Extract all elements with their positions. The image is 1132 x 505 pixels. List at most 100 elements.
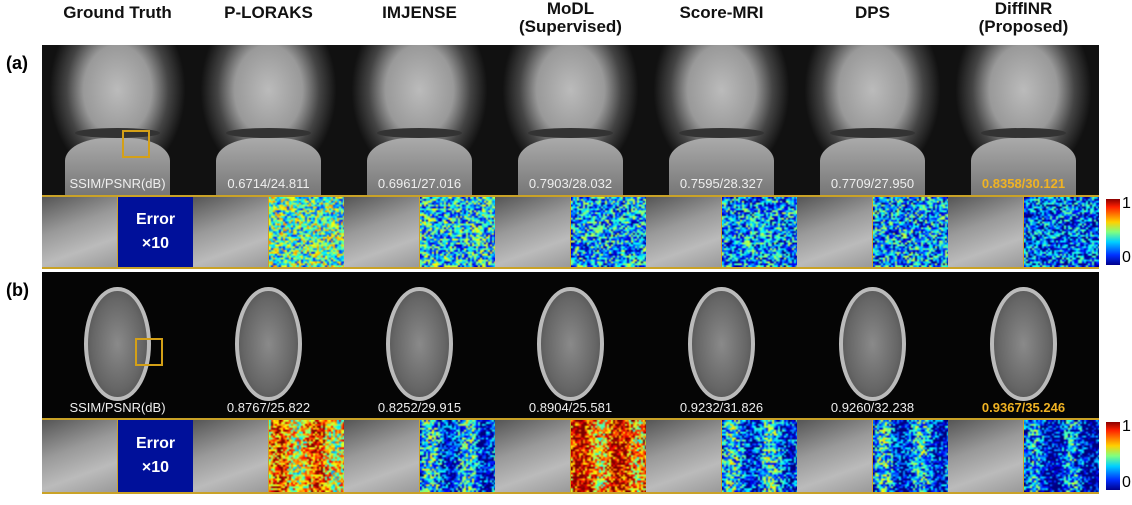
error-heatmap <box>1024 420 1099 492</box>
column-header: DiffINR (Proposed) <box>948 0 1099 36</box>
zoomed-region <box>42 420 117 492</box>
zoomed-region <box>646 197 721 267</box>
colorbar <box>1106 422 1120 490</box>
colorbar-min-label: 0 <box>1122 249 1131 267</box>
error-heatmap <box>420 197 495 267</box>
error-map <box>570 197 646 267</box>
zoomed-region <box>193 420 268 492</box>
zoom-strip: Error ×10 <box>42 195 193 269</box>
error-heatmap <box>571 197 646 267</box>
error-map <box>872 420 948 492</box>
zoom-strip <box>797 195 948 269</box>
mri-image: 0.7709/27.950 <box>797 45 948 195</box>
row-label: (a) <box>6 53 28 74</box>
zoomed-region <box>948 420 1023 492</box>
metric-value: 0.9367/35.246 <box>948 400 1099 415</box>
error-map <box>1023 420 1099 492</box>
column-header: DPS <box>797 4 948 22</box>
error-map <box>721 420 797 492</box>
roi-box <box>135 338 163 366</box>
error-map <box>268 197 344 267</box>
error-heatmap <box>269 420 344 492</box>
zoom-strip <box>495 418 646 494</box>
metric-value: 0.8767/25.822 <box>193 400 344 415</box>
mri-image: 0.9260/32.238 <box>797 272 948 419</box>
error-label: Error ×10 <box>117 197 193 267</box>
zoom-strip <box>646 418 797 494</box>
zoomed-region <box>495 197 570 267</box>
error-label-line1: Error <box>136 432 175 456</box>
error-heatmap <box>571 420 646 492</box>
error-label-line2: ×10 <box>142 456 169 480</box>
mri-image: 0.6961/27.016 <box>344 45 495 195</box>
column-header: Score-MRI <box>646 4 797 22</box>
metric-value: 0.8358/30.121 <box>948 176 1099 191</box>
error-heatmap <box>722 197 797 267</box>
error-heatmap <box>722 420 797 492</box>
zoomed-region <box>42 197 117 267</box>
error-label: Error ×10 <box>117 420 193 492</box>
colorbar-min-label: 0 <box>1122 474 1131 492</box>
metric-value: 0.7903/28.032 <box>495 176 646 191</box>
error-label-line2: ×10 <box>142 232 169 256</box>
metric-value: 0.8252/29.915 <box>344 400 495 415</box>
colorbar-max-label: 1 <box>1122 195 1131 213</box>
mri-image: 0.8767/25.822 <box>193 272 344 419</box>
zoom-strip <box>948 195 1099 269</box>
zoomed-region <box>193 197 268 267</box>
zoomed-region <box>797 420 872 492</box>
error-map <box>872 197 948 267</box>
error-map <box>1023 197 1099 267</box>
error-heatmap <box>1024 197 1099 267</box>
column-header: MoDL (Supervised) <box>495 0 646 36</box>
metric-value: 0.8904/25.581 <box>495 400 646 415</box>
column-header: Ground Truth <box>42 4 193 22</box>
column-header: IMJENSE <box>344 4 495 22</box>
mri-image: SSIM/PSNR(dB) <box>42 45 193 195</box>
mri-image: 0.6714/24.811 <box>193 45 344 195</box>
zoom-strip <box>344 418 495 494</box>
error-map <box>419 197 495 267</box>
error-map <box>721 197 797 267</box>
error-heatmap <box>873 420 948 492</box>
zoomed-region <box>948 197 1023 267</box>
colorbar-max-label: 1 <box>1122 418 1131 436</box>
metric-label: SSIM/PSNR(dB) <box>42 176 193 191</box>
error-map <box>268 420 344 492</box>
metric-value: 0.9260/32.238 <box>797 400 948 415</box>
zoom-strip <box>193 195 344 269</box>
roi-box <box>122 130 150 158</box>
metric-value: 0.7595/28.327 <box>646 176 797 191</box>
error-heatmap <box>269 197 344 267</box>
mri-image: 0.7595/28.327 <box>646 45 797 195</box>
metric-value: 0.7709/27.950 <box>797 176 948 191</box>
mri-image: 0.8252/29.915 <box>344 272 495 419</box>
error-heatmap <box>420 420 495 492</box>
error-map <box>419 420 495 492</box>
mri-image: 0.7903/28.032 <box>495 45 646 195</box>
metric-value: 0.6961/27.016 <box>344 176 495 191</box>
zoom-strip <box>797 418 948 494</box>
column-header: P-LORAKS <box>193 4 344 22</box>
mri-image: SSIM/PSNR(dB) <box>42 272 193 419</box>
zoom-strip: Error ×10 <box>42 418 193 494</box>
error-label-line1: Error <box>136 208 175 232</box>
error-map <box>570 420 646 492</box>
zoomed-region <box>646 420 721 492</box>
metric-value: 0.6714/24.811 <box>193 176 344 191</box>
zoom-strip <box>646 195 797 269</box>
metric-value: 0.9232/31.826 <box>646 400 797 415</box>
mri-image: 0.8358/30.121 <box>948 45 1099 195</box>
mri-image: 0.9232/31.826 <box>646 272 797 419</box>
zoom-strip <box>948 418 1099 494</box>
mri-image: 0.9367/35.246 <box>948 272 1099 419</box>
error-heatmap <box>873 197 948 267</box>
zoomed-region <box>797 197 872 267</box>
zoomed-region <box>344 197 419 267</box>
mri-image: 0.8904/25.581 <box>495 272 646 419</box>
zoom-strip <box>193 418 344 494</box>
zoom-strip <box>344 195 495 269</box>
metric-label: SSIM/PSNR(dB) <box>42 400 193 415</box>
zoom-strip <box>495 195 646 269</box>
zoomed-region <box>344 420 419 492</box>
